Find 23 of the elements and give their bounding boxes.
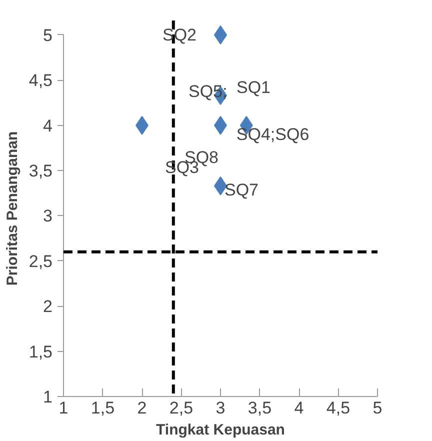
annotation: SQ7 (224, 180, 259, 200)
y-tick-label: 4,5 (28, 71, 53, 90)
y-tick-label: 5 (43, 26, 53, 45)
x-axis-title: Tingkat Kepuasan (156, 422, 285, 438)
y-axis-title: Prioritas Penanganan (4, 131, 21, 286)
y-tick-label: 4 (43, 116, 53, 136)
x-tick-label: 3 (216, 398, 226, 418)
y-tick-label: 1,5 (28, 342, 53, 362)
x-tick-label: 5 (372, 398, 382, 418)
y-tick-label: 3 (43, 206, 53, 226)
x-tick-label: 1,5 (90, 398, 115, 418)
x-tick-label: 2,5 (169, 398, 194, 418)
x-tick-label: 2 (137, 398, 147, 418)
x-tick-label: 4,5 (326, 398, 350, 418)
annotation: SQ1 (236, 78, 271, 98)
x-tick-label: 4 (294, 398, 304, 418)
annotation: SQ2 (162, 25, 197, 44)
x-tick-label: 3,5 (248, 398, 272, 418)
x-tick-label: 1 (58, 398, 68, 418)
y-tick-label: 3,5 (28, 162, 53, 181)
annotation: SQ4;SQ6 (236, 124, 310, 144)
y-tick-label: 2,5 (28, 252, 53, 271)
y-tick-label: 2 (43, 297, 53, 316)
